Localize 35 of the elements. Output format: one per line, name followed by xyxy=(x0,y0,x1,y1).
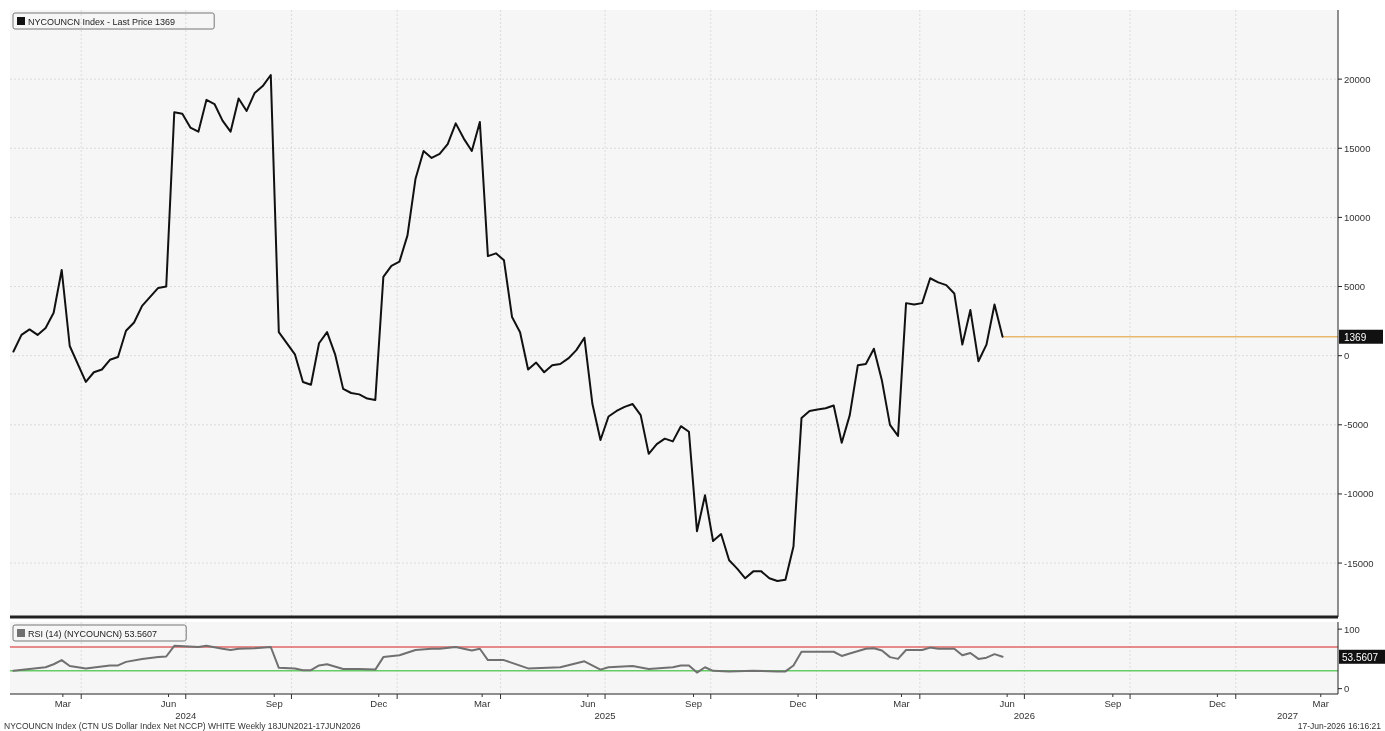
x2-tick-label: 2026 xyxy=(1013,710,1035,721)
x-tick-label: Dec xyxy=(789,698,807,709)
x2-tick-label: 2024 xyxy=(175,710,197,721)
y-tick-label: 5000 xyxy=(1344,281,1366,293)
ref-line-label: 1369 xyxy=(1344,331,1367,343)
text: NYCOUNCN Index (CTN US Dollar Index Net NCCP) WHITE Weekly 18JUN2021-17JUN2026 xyxy=(4,721,361,731)
x-tick-label: Mar xyxy=(473,698,491,709)
y-tick-label: 10000 xyxy=(1344,211,1371,223)
x2-tick-label: 2025 xyxy=(594,710,616,721)
legend-label: RSI (14) (NYCOUNCN) 53.5607 xyxy=(28,629,158,639)
legend-label: NYCOUNCN Index - Last Price 1369 xyxy=(28,17,176,27)
x-tick-label: Mar xyxy=(54,698,72,709)
y-tick-label: 20000 xyxy=(1344,73,1371,85)
x-tick-label: Dec xyxy=(370,698,388,709)
line-series xyxy=(12,73,1004,583)
y-tick-label: -10000 xyxy=(1344,488,1374,500)
y-tick-label: -15000 xyxy=(1344,557,1374,569)
x-tick-label: Jun xyxy=(160,698,177,709)
line-series xyxy=(12,644,1004,674)
y-tick-label: -5000 xyxy=(1344,419,1369,431)
text: 17-Jun-2026 16:16:21 xyxy=(1297,721,1382,731)
y-tick-label: 15000 xyxy=(1344,142,1371,154)
y-tick-label: 0 xyxy=(1344,350,1350,362)
y-tick-label: 100 xyxy=(1344,623,1360,635)
x-tick-label: Dec xyxy=(1208,698,1227,709)
x-tick-label: Jun xyxy=(580,698,596,709)
x-tick-label: Sep xyxy=(265,698,283,709)
x-tick-label: Sep xyxy=(685,698,702,709)
y-tick-label: 0 xyxy=(1344,683,1350,695)
x-tick-label: Jun xyxy=(999,698,1015,709)
text: 53.5607 xyxy=(1342,651,1379,663)
x2-tick-label: 2027 xyxy=(1276,710,1299,721)
x-tick-label: Mar xyxy=(893,698,910,709)
x-tick-label: Sep xyxy=(1104,698,1122,709)
x-tick-label: Mar xyxy=(1312,698,1329,709)
